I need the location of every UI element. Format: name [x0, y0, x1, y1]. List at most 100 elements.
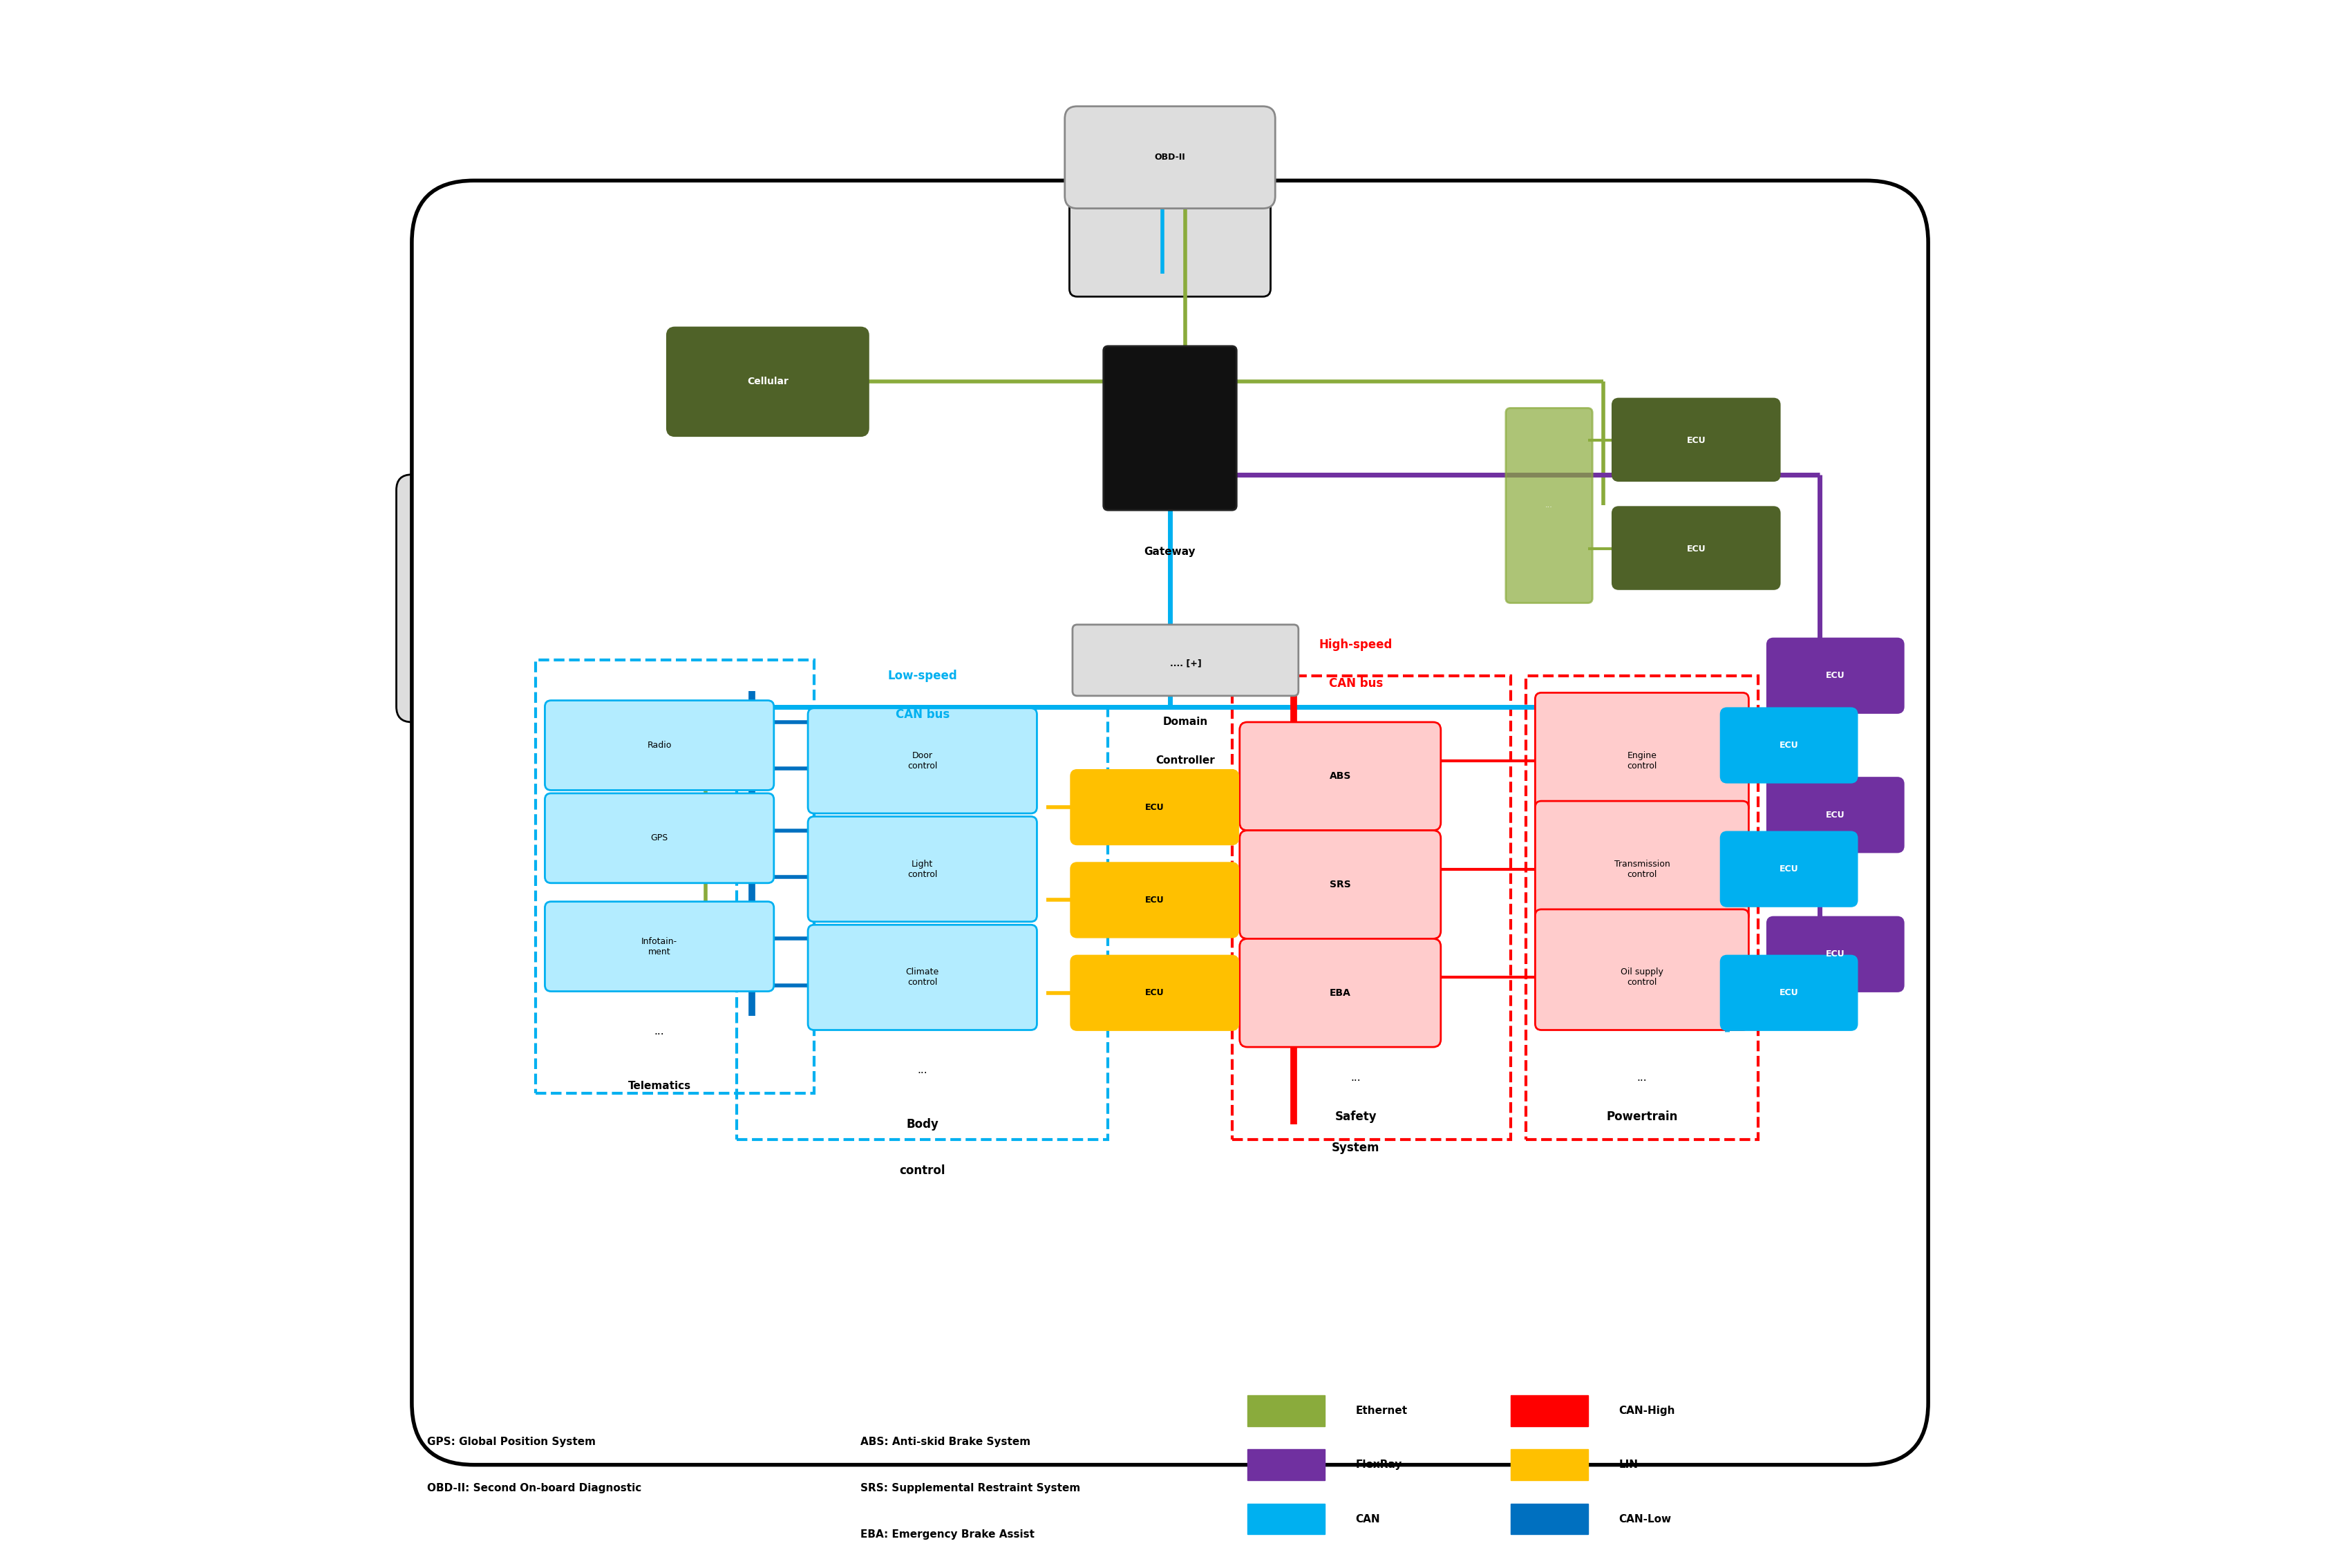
Bar [1526, 676, 1757, 1140]
FancyBboxPatch shape [1240, 831, 1441, 939]
Text: GPS: GPS [651, 834, 669, 842]
Bar [536, 660, 814, 1093]
FancyBboxPatch shape [1505, 408, 1594, 604]
Text: CAN-High: CAN-High [1619, 1405, 1675, 1416]
Text: Door
control: Door control [908, 751, 938, 770]
Text: ECU: ECU [1778, 988, 1799, 997]
Text: ABS: ABS [1329, 771, 1350, 781]
Text: ...: ... [1638, 1073, 1647, 1083]
FancyBboxPatch shape [1767, 778, 1902, 851]
FancyBboxPatch shape [1612, 398, 1781, 481]
Text: control: control [899, 1165, 945, 1178]
FancyBboxPatch shape [1720, 956, 1858, 1030]
Text: Telematics: Telematics [627, 1080, 690, 1091]
Text: ECU: ECU [1687, 544, 1706, 554]
FancyBboxPatch shape [1720, 833, 1858, 906]
Text: Powertrain: Powertrain [1605, 1110, 1678, 1123]
Text: Ethernet: Ethernet [1355, 1405, 1409, 1416]
Bar [1247, 1396, 1324, 1427]
FancyBboxPatch shape [807, 709, 1037, 814]
Text: SRS: SRS [1329, 880, 1350, 889]
Text: Body: Body [906, 1118, 938, 1131]
Text: LIN: LIN [1619, 1460, 1638, 1469]
Text: EBA: Emergency Brake Assist: EBA: Emergency Brake Assist [861, 1529, 1034, 1540]
Text: Climate
control: Climate control [906, 967, 938, 988]
Ellipse shape [1526, 1364, 1650, 1441]
Text: ECU: ECU [1144, 988, 1163, 997]
FancyBboxPatch shape [807, 817, 1037, 922]
Text: Safety: Safety [1334, 1110, 1376, 1123]
Text: ECU: ECU [1825, 811, 1844, 820]
Text: ABS: Anti-skid Brake System: ABS: Anti-skid Brake System [861, 1436, 1030, 1447]
Bar [1247, 1504, 1324, 1535]
Text: Oil supply
control: Oil supply control [1622, 967, 1664, 988]
FancyBboxPatch shape [1720, 709, 1858, 782]
Text: .... [+]: .... [+] [1170, 659, 1200, 668]
Text: Infotain-
ment: Infotain- ment [641, 936, 676, 956]
FancyBboxPatch shape [1072, 862, 1238, 938]
Text: SRS: Supplemental Restraint System: SRS: Supplemental Restraint System [861, 1483, 1081, 1493]
Text: CAN bus: CAN bus [896, 709, 950, 721]
FancyBboxPatch shape [545, 793, 775, 883]
FancyBboxPatch shape [1072, 770, 1238, 844]
Text: Radio: Radio [648, 740, 672, 750]
Text: ...: ... [1350, 1073, 1362, 1083]
FancyBboxPatch shape [1072, 624, 1299, 696]
Text: CAN: CAN [1355, 1513, 1381, 1524]
Text: FlexRay: FlexRay [1355, 1460, 1402, 1469]
Ellipse shape [1495, 180, 1680, 304]
FancyBboxPatch shape [395, 475, 550, 723]
Ellipse shape [536, 1364, 660, 1441]
Text: High-speed: High-speed [1320, 638, 1392, 651]
Text: ...: ... [655, 1027, 665, 1036]
Text: Domain: Domain [1163, 717, 1207, 728]
Bar [1231, 676, 1509, 1140]
Text: OBD-II: OBD-II [1154, 152, 1186, 162]
Text: ECU: ECU [1825, 671, 1844, 681]
FancyBboxPatch shape [667, 328, 868, 436]
Text: GPS: Global Position System: GPS: Global Position System [428, 1436, 597, 1447]
FancyBboxPatch shape [545, 902, 775, 991]
Text: Controller: Controller [1156, 756, 1214, 767]
Bar [1509, 1504, 1589, 1535]
Text: Transmission
control: Transmission control [1615, 859, 1671, 878]
FancyBboxPatch shape [1069, 188, 1271, 296]
Text: ECU: ECU [1144, 895, 1163, 905]
Text: ECU: ECU [1144, 803, 1163, 812]
Bar [1509, 1396, 1589, 1427]
Text: ECU: ECU [1778, 864, 1799, 873]
Text: CAN bus: CAN bus [1329, 677, 1383, 690]
FancyBboxPatch shape [545, 701, 775, 790]
Ellipse shape [505, 180, 690, 304]
Text: ...: ... [917, 1065, 927, 1076]
Text: OBD-II: Second On-board Diagnostic: OBD-II: Second On-board Diagnostic [428, 1483, 641, 1493]
Text: Engine
control: Engine control [1626, 751, 1657, 770]
FancyBboxPatch shape [1065, 107, 1275, 209]
FancyBboxPatch shape [1240, 939, 1441, 1047]
FancyBboxPatch shape [1535, 693, 1748, 814]
Text: Low-speed: Low-speed [887, 670, 957, 682]
Bar [737, 707, 1109, 1140]
Text: CAN-Low: CAN-Low [1619, 1513, 1671, 1524]
Ellipse shape [536, 204, 660, 281]
Text: Gateway: Gateway [1144, 547, 1196, 557]
Bar [1247, 1449, 1324, 1480]
Text: ECU: ECU [1687, 436, 1706, 445]
Text: ...: ... [1544, 502, 1554, 510]
Text: System: System [1331, 1142, 1381, 1154]
FancyBboxPatch shape [1104, 347, 1236, 510]
FancyBboxPatch shape [412, 180, 1928, 1465]
FancyBboxPatch shape [1535, 909, 1748, 1030]
Text: ECU: ECU [1825, 950, 1844, 958]
Text: Light
control: Light control [908, 859, 938, 878]
Ellipse shape [1526, 204, 1650, 281]
Bar [1509, 1449, 1589, 1480]
FancyBboxPatch shape [1612, 506, 1781, 590]
FancyBboxPatch shape [1072, 956, 1238, 1030]
FancyBboxPatch shape [1535, 801, 1748, 922]
Text: EBA: EBA [1329, 988, 1350, 997]
Text: Cellular: Cellular [746, 376, 789, 387]
Ellipse shape [1495, 1341, 1680, 1465]
Ellipse shape [505, 1341, 690, 1465]
Text: ECU: ECU [1778, 740, 1799, 750]
